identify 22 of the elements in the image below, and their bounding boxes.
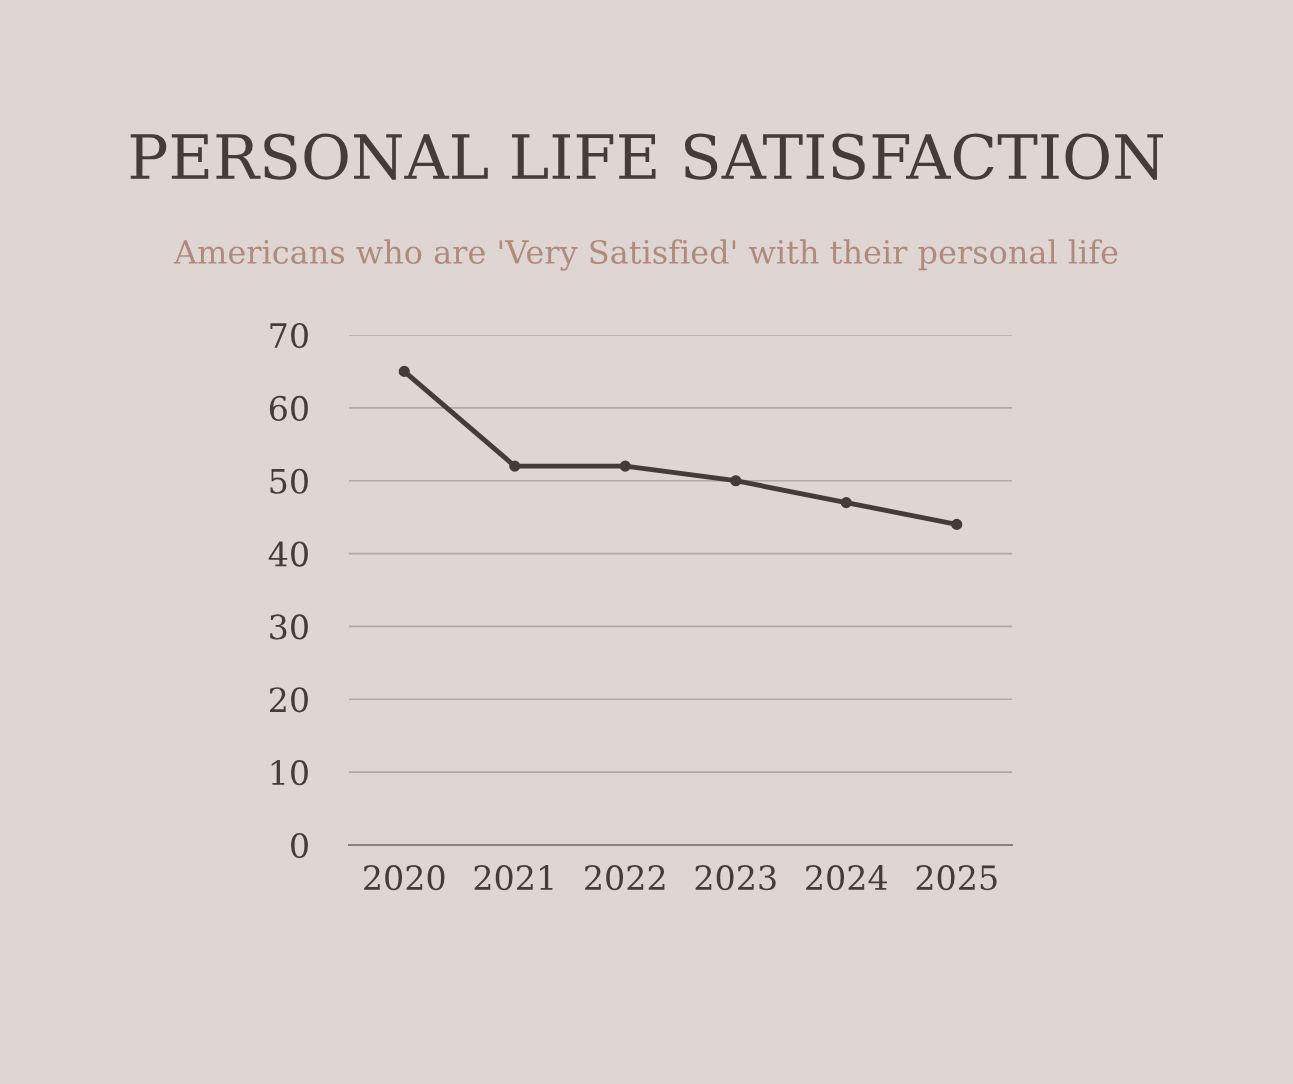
y-tick-label: 50	[270, 468, 308, 494]
x-tick-label: 2022	[585, 865, 665, 891]
y-tick-label: 40	[268, 541, 308, 567]
point	[951, 518, 963, 530]
point	[619, 460, 631, 472]
y-tick-label: 0	[291, 832, 308, 859]
x-tick-label: 2023	[695, 865, 776, 891]
chart-subtitle: Americans who are 'Very Satisfied' with their personal life	[173, 239, 1118, 271]
point	[398, 365, 410, 377]
x-tick-label: 2020	[364, 865, 445, 891]
y-tick-label: 20	[269, 687, 308, 713]
y-tick-label: 30	[270, 614, 308, 640]
x-tick-label: 2024	[806, 865, 887, 891]
x-tick-label: 2025	[916, 865, 997, 891]
y-tick-label: 10	[271, 760, 308, 786]
chart-title: PERSONAL LIFE SATISFACTION	[130, 133, 1163, 180]
y-tick-label: 60	[269, 395, 308, 421]
x-tick-label: 2021	[474, 865, 553, 891]
point	[509, 460, 521, 472]
point	[730, 475, 742, 487]
y-tick-label: 70	[270, 322, 308, 349]
point	[840, 497, 852, 509]
